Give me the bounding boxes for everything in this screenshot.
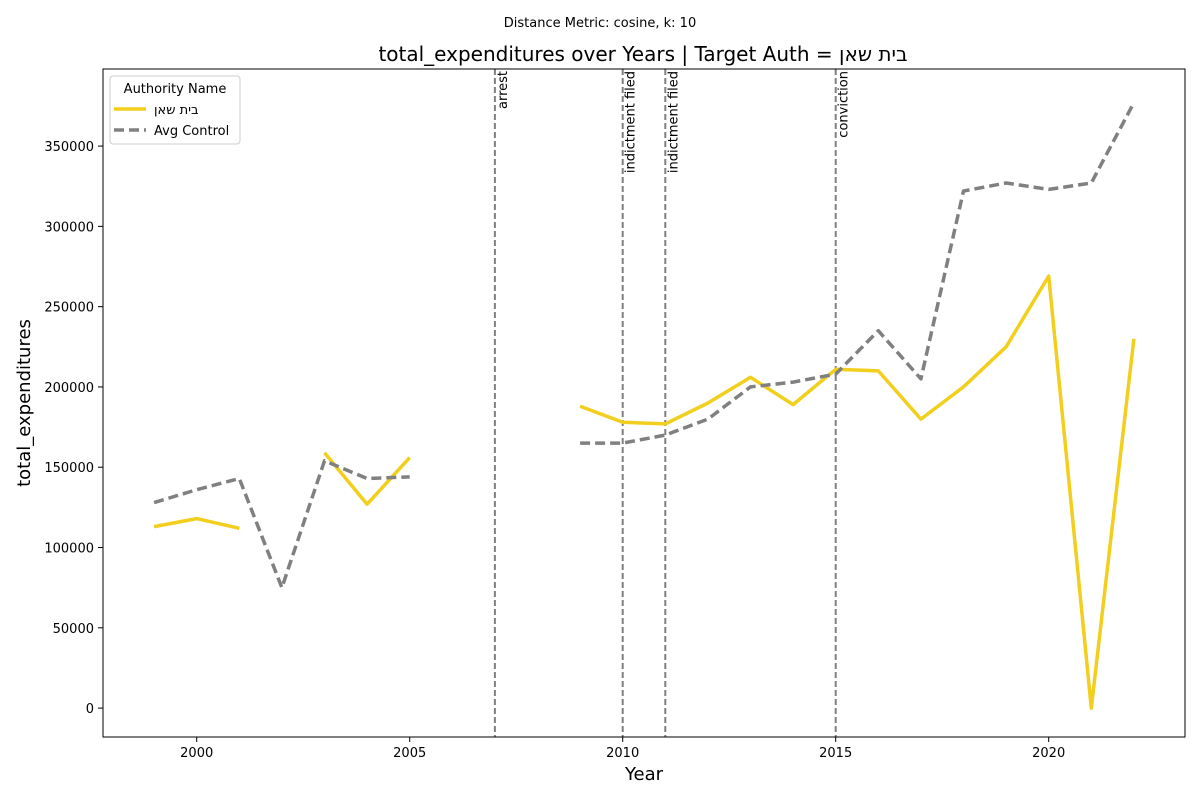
chart-title: total_expenditures over Years | Target A… — [378, 42, 907, 66]
x-tick-label: 2020 — [1032, 746, 1065, 761]
chart-suptitle: Distance Metric: cosine, k: 10 — [504, 16, 696, 31]
y-tick-label: 0 — [86, 702, 94, 717]
series-line-control — [153, 101, 1136, 590]
legend: Authority Name בית שאן Avg Control — [109, 75, 241, 145]
event-label: indictment filed — [666, 71, 681, 173]
y-tick-label: 150000 — [44, 461, 94, 476]
event-label: conviction — [837, 71, 852, 138]
y-tick-label: 200000 — [44, 381, 94, 396]
x-tick-label: 2005 — [393, 746, 426, 761]
legend-label-control: Avg Control — [154, 124, 229, 139]
x-tick-label: 2010 — [606, 746, 639, 761]
y-tick-label: 300000 — [44, 220, 94, 235]
plot-frame — [102, 68, 1186, 738]
x-axis-label: Year — [624, 764, 664, 785]
y-tick-label: 250000 — [44, 301, 94, 316]
legend-label-target: בית שאן — [154, 103, 199, 118]
legend-box — [109, 75, 241, 145]
x-tick-label: 2015 — [819, 746, 852, 761]
x-tick-label: 2000 — [180, 746, 213, 761]
plot-content: arrest indictment filed indictment filed co… — [153, 69, 1136, 737]
legend-title: Authority Name — [124, 82, 227, 97]
y-tick-label: 100000 — [44, 542, 94, 557]
y-tick-label: 350000 — [44, 140, 94, 155]
y-tick-label: 50000 — [53, 622, 94, 637]
y-axis-label: total_expenditures — [14, 319, 35, 487]
y-axis-ticks: 0 50000 100000 150000 200000 250000 300000 3500… — [44, 140, 103, 717]
event-label: arrest — [496, 71, 511, 109]
series-line-target — [153, 274, 1136, 710]
event-label: indictment filed — [624, 71, 639, 173]
x-axis-ticks: 2000 2005 2010 2015 2020 — [180, 737, 1065, 761]
